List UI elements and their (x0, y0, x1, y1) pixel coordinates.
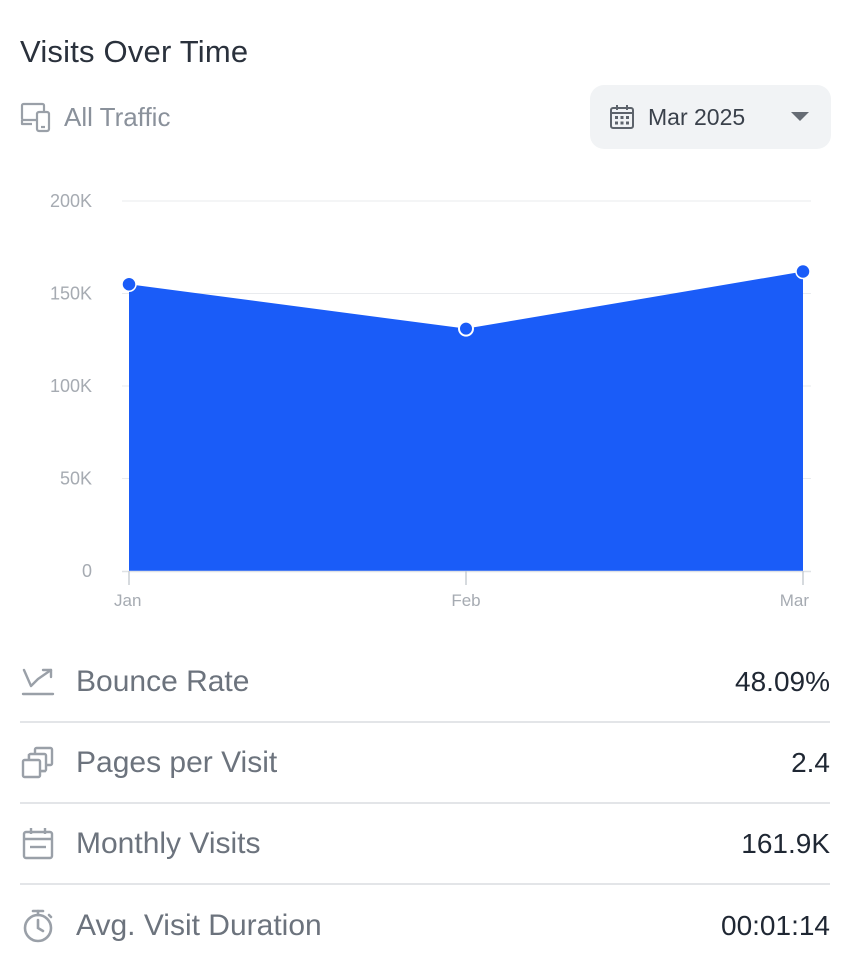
metric-value: 48.09% (735, 665, 830, 697)
y-tick-label: 0 (82, 561, 92, 581)
devices-icon (20, 102, 51, 133)
trend-arrow-icon (21, 668, 55, 695)
metric-label: Pages per Visit (76, 745, 278, 779)
metrics-list: Bounce Rate 48.09% Pages per Visit 2.4 M… (20, 642, 830, 966)
data-point (121, 276, 137, 292)
calendar-icon (610, 105, 634, 129)
y-tick-label: 100K (50, 376, 92, 396)
metric-row-monthly-visits: Monthly Visits 161.9K (20, 804, 830, 885)
stopwatch-icon (23, 909, 53, 942)
y-tick-label: 50K (60, 469, 92, 489)
y-tick-label: 200K (50, 191, 92, 211)
traffic-label: All Traffic (64, 101, 171, 132)
metric-row-avg-visit-duration: Avg. Visit Duration 00:01:14 (20, 885, 830, 966)
metric-value: 2.4 (791, 746, 830, 778)
data-point (458, 320, 474, 337)
x-tick-label: Feb (451, 591, 480, 610)
metric-label: Avg. Visit Duration (76, 908, 322, 942)
page-title: Visits Over Time (20, 34, 249, 69)
metric-label: Bounce Rate (76, 664, 250, 698)
data-point (795, 263, 811, 280)
metric-value: 00:01:14 (721, 909, 830, 941)
metric-row-pages-per-visit: Pages per Visit 2.4 (20, 723, 830, 804)
area-series (129, 271, 803, 571)
date-selector[interactable]: Mar 2025 (590, 85, 831, 149)
calendar-icon (22, 827, 54, 859)
pages-stack-icon (21, 746, 54, 778)
date-value: Mar 2025 (648, 103, 746, 130)
metric-label: Monthly Visits (76, 826, 261, 860)
visits-chart: 0 50K 100K 150K 200K Jan Feb Mar (50, 191, 811, 610)
chevron-down-icon (791, 112, 809, 121)
metric-row-bounce-rate: Bounce Rate 48.09% (20, 642, 830, 723)
x-tick-label: Mar (780, 591, 810, 610)
y-tick-label: 150K (50, 284, 92, 304)
traffic-filter[interactable]: All Traffic (20, 100, 170, 134)
x-tick-label: Jan (114, 591, 141, 610)
metric-value: 161.9K (741, 827, 830, 859)
